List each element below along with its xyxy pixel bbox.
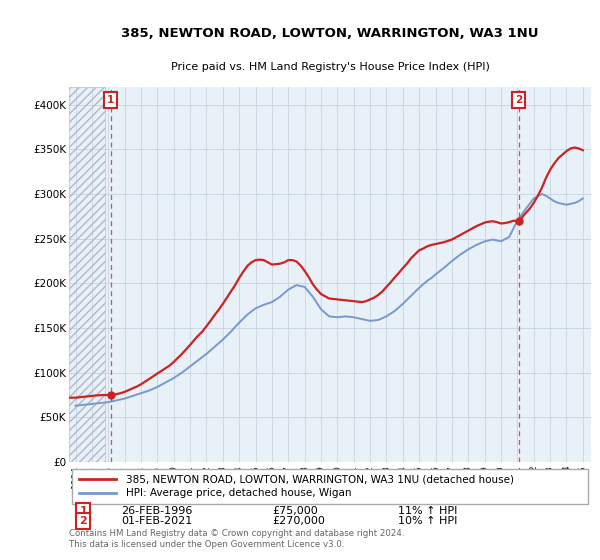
Text: HPI: Average price, detached house, Wigan: HPI: Average price, detached house, Wiga… (127, 488, 352, 498)
Text: 385, NEWTON ROAD, LOWTON, WARRINGTON, WA3 1NU: 385, NEWTON ROAD, LOWTON, WARRINGTON, WA… (121, 27, 539, 40)
Text: £270,000: £270,000 (272, 516, 325, 526)
Text: 01-FEB-2021: 01-FEB-2021 (121, 516, 193, 526)
Text: 2: 2 (79, 516, 87, 526)
Text: 1: 1 (79, 506, 87, 516)
Text: Price paid vs. HM Land Registry's House Price Index (HPI): Price paid vs. HM Land Registry's House … (170, 62, 490, 72)
Text: 1: 1 (107, 95, 115, 105)
Text: Contains HM Land Registry data © Crown copyright and database right 2024.
This d: Contains HM Land Registry data © Crown c… (69, 529, 404, 549)
FancyBboxPatch shape (71, 469, 589, 504)
Text: 11% ↑ HPI: 11% ↑ HPI (398, 506, 457, 516)
Bar (69, 87, 106, 462)
Text: 385, NEWTON ROAD, LOWTON, WARRINGTON, WA3 1NU (detached house): 385, NEWTON ROAD, LOWTON, WARRINGTON, WA… (127, 474, 514, 484)
Text: £75,000: £75,000 (272, 506, 319, 516)
Bar (69, 87, 106, 462)
Text: 2: 2 (515, 95, 522, 105)
Text: 26-FEB-1996: 26-FEB-1996 (121, 506, 193, 516)
Text: 10% ↑ HPI: 10% ↑ HPI (398, 516, 457, 526)
